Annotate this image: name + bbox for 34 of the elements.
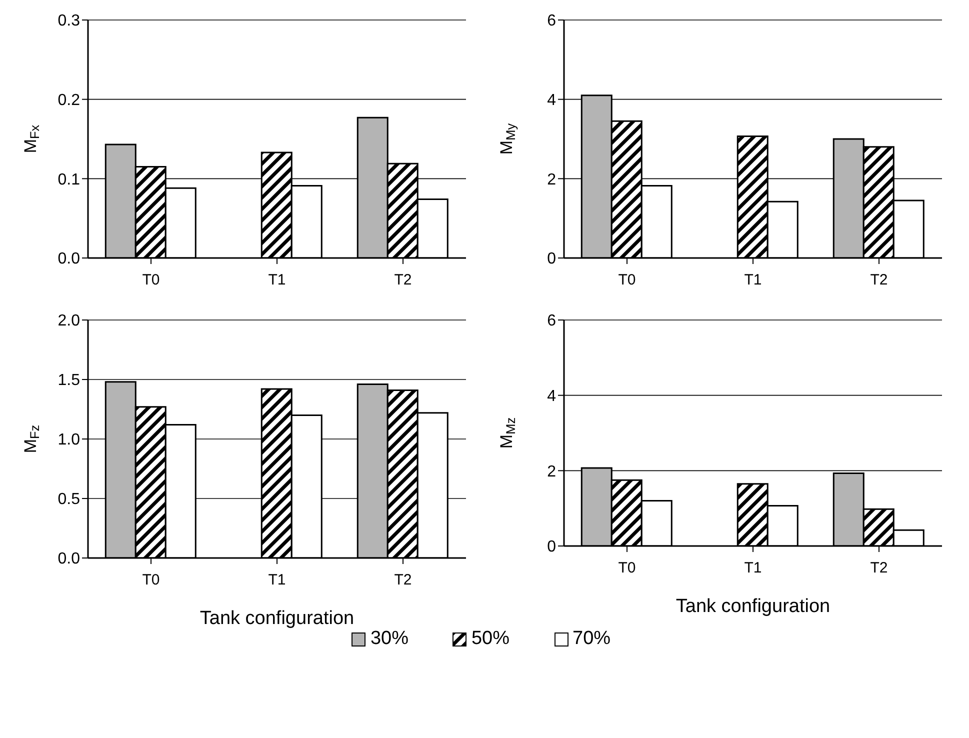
legend-label: 30% [370, 628, 408, 650]
x-tick-label: T0 [618, 272, 636, 289]
x-tick-label: T0 [618, 560, 636, 577]
x-tick-label: T1 [268, 572, 286, 589]
x-tick-label: T0 [142, 272, 160, 289]
y-tick-label: 0.2 [58, 92, 80, 110]
x-axis-title: Tank configuration [676, 596, 830, 617]
x-tick-label: T0 [142, 572, 160, 589]
y-tick-label: 4 [547, 92, 556, 110]
y-tick-label: 0.5 [58, 491, 80, 508]
y-tick-label: 0.0 [58, 550, 80, 568]
x-tick-label: T2 [394, 572, 412, 589]
x-tick-label: T2 [870, 272, 888, 289]
y-tick-label: 6 [547, 12, 556, 30]
y-tick-label: 2.0 [58, 312, 80, 330]
y-tick-label: 2 [547, 463, 556, 480]
x-tick-label: T2 [870, 560, 888, 577]
legend-label: 50% [471, 628, 510, 650]
y-tick-label: 0.3 [58, 12, 80, 30]
legend-label: 70% [572, 628, 611, 650]
y-tick-label: 0.1 [58, 171, 80, 188]
x-axis-title: Tank configuration [200, 608, 354, 629]
y-tick-label: 0.0 [58, 250, 80, 268]
x-tick-label: T2 [394, 272, 412, 289]
y-tick-label: 6 [547, 312, 556, 330]
x-tick-label: T1 [744, 272, 762, 289]
y-tick-label: 1.5 [58, 372, 80, 390]
y-tick-label: 0 [547, 250, 556, 268]
y-tick-label: 0 [547, 538, 556, 556]
y-tick-label: 1.0 [58, 432, 80, 449]
x-tick-label: T1 [744, 560, 762, 577]
y-tick-label: 4 [547, 388, 556, 406]
x-tick-label: T1 [268, 272, 286, 289]
y-tick-label: 2 [547, 171, 556, 188]
